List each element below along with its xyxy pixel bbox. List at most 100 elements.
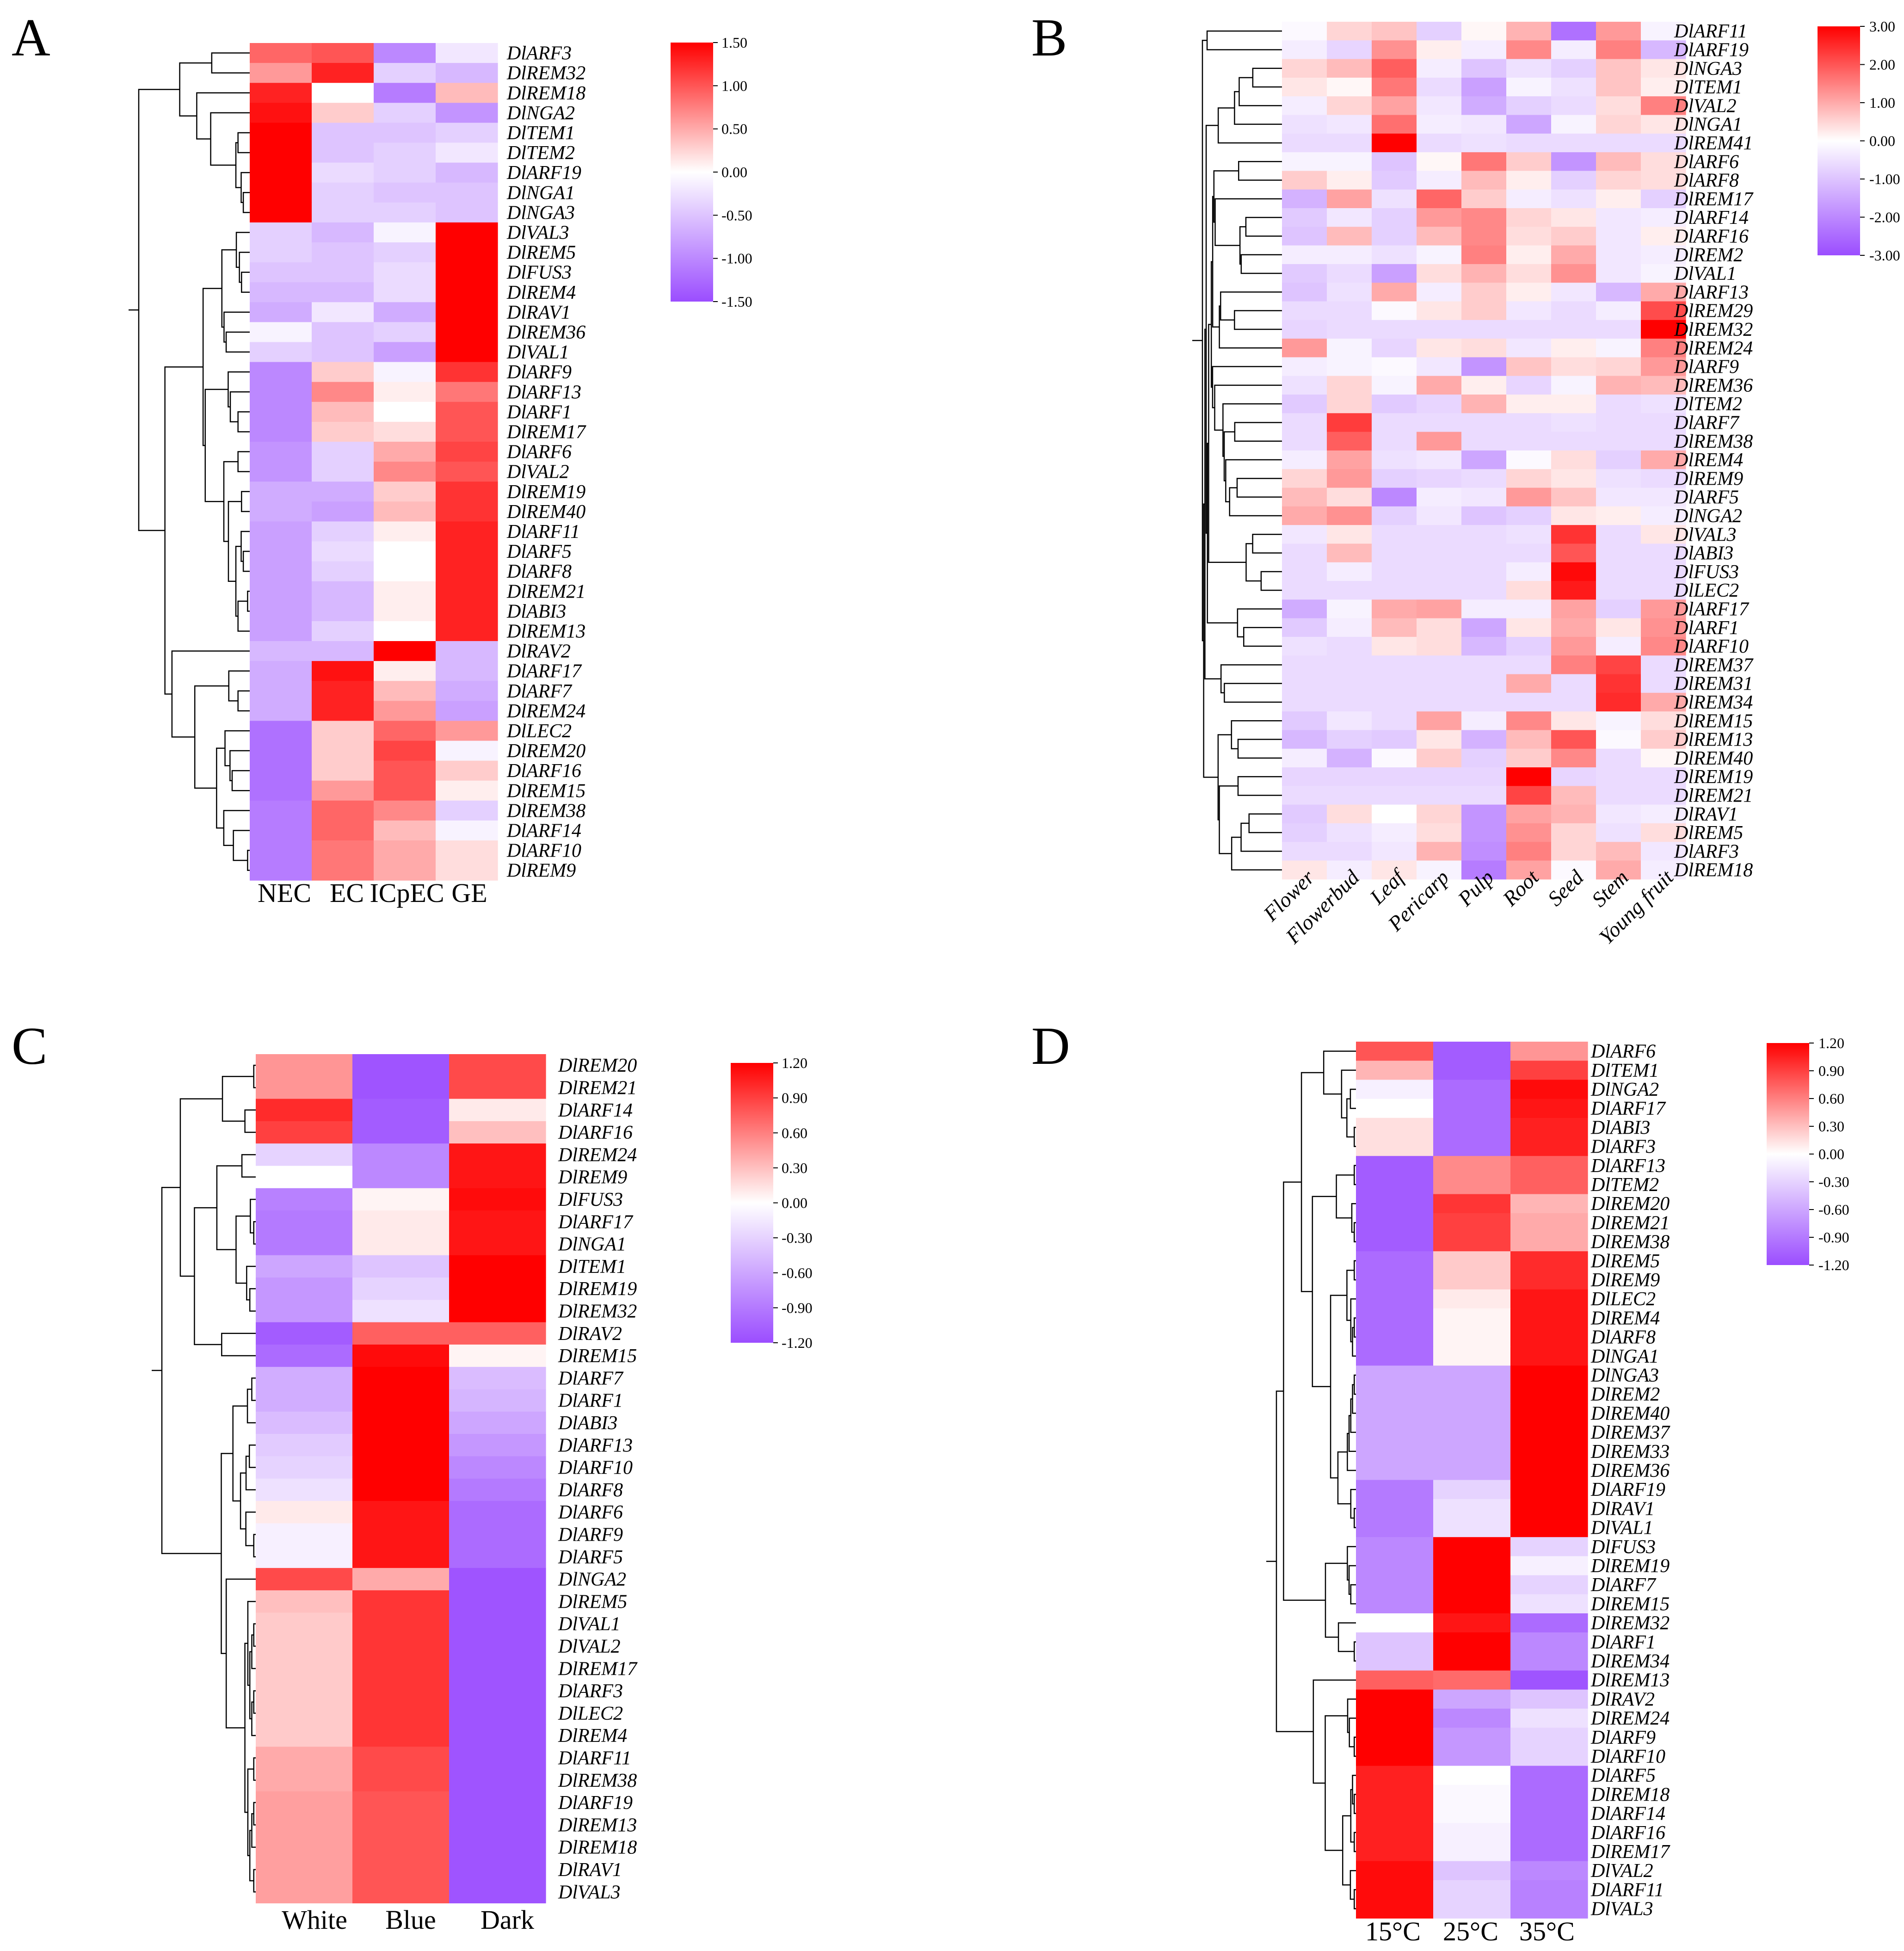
heatmap-cell	[374, 641, 436, 661]
heatmap-cell	[1356, 1651, 1434, 1671]
heatmap-cell	[1327, 562, 1372, 581]
row-label: DlARF9	[1674, 357, 1739, 378]
heatmap-cell	[1417, 395, 1462, 414]
row-label: DlARF10	[1590, 1746, 1665, 1767]
colorbar-tick-label: 1.20	[1818, 1035, 1844, 1051]
row-label: DlREM9	[506, 860, 576, 882]
heatmap-cell	[1433, 1842, 1511, 1862]
heatmap-cell	[1282, 133, 1327, 153]
heatmap-cell	[312, 661, 374, 681]
heatmap-cell	[1327, 804, 1372, 824]
row-label: DlREM19	[1590, 1556, 1670, 1577]
heatmap-cell	[449, 1501, 546, 1524]
heatmap-cell	[1641, 730, 1686, 749]
heatmap-cell	[250, 860, 312, 881]
colorbar-tick-label: 1.20	[782, 1055, 807, 1071]
heatmap-cell	[1596, 562, 1641, 581]
heatmap-cell	[1510, 1384, 1588, 1404]
heatmap-cell	[1433, 1861, 1511, 1881]
heatmap-cell	[1551, 413, 1596, 432]
heatmap-cell	[1327, 842, 1372, 861]
heatmap-cell	[1327, 301, 1372, 321]
row-label: DlTEM1	[506, 123, 575, 144]
heatmap-cell	[374, 521, 436, 542]
heatmap-cell	[1356, 1728, 1434, 1747]
row-label: DlARF1	[1590, 1632, 1656, 1653]
dendrogram-branch	[237, 132, 250, 154]
heatmap-cell	[1327, 786, 1372, 805]
heatmap-cell	[436, 401, 498, 422]
row-label: DlREM5	[506, 242, 576, 264]
heatmap-cell	[1596, 432, 1641, 451]
heatmap-cell	[1461, 599, 1507, 619]
heatmap-cell	[1356, 1213, 1434, 1233]
heatmap-cell	[1551, 227, 1596, 246]
row-label: DlARF5	[1590, 1765, 1656, 1786]
heatmap-cell	[312, 362, 374, 383]
heatmap-cell	[250, 302, 312, 322]
heatmap-cell	[352, 1054, 450, 1077]
heatmap-cell	[1433, 1613, 1511, 1633]
row-label: DlARF9	[1590, 1727, 1656, 1748]
heatmap-cell	[1372, 655, 1417, 675]
dendrogram-branch	[242, 192, 250, 213]
heatmap-cell	[1417, 562, 1462, 581]
heatmap-cell	[374, 83, 436, 103]
heatmap-cell	[449, 1143, 546, 1167]
heatmap-cell	[1417, 842, 1462, 861]
heatmap-cell	[1641, 152, 1686, 171]
heatmap-cell	[250, 421, 312, 442]
heatmap-cell	[1510, 1651, 1588, 1671]
heatmap-cell	[312, 462, 374, 482]
heatmap-cell	[250, 342, 312, 363]
row-label: DlVAL2	[558, 1636, 621, 1657]
heatmap-cell	[1641, 59, 1686, 78]
dendrogram-branch	[1214, 198, 1282, 246]
heatmap-cell	[250, 242, 312, 263]
row-label: DlRAV1	[1590, 1498, 1655, 1519]
heatmap-cell	[1417, 786, 1462, 805]
row-label: DlREM15	[558, 1346, 637, 1367]
heatmap-cell	[1510, 1175, 1588, 1195]
row-label: DlARF11	[558, 1747, 631, 1769]
heatmap-cell	[1596, 674, 1641, 693]
heatmap-cell	[250, 202, 312, 223]
colorbar-tick-label: -1.20	[1818, 1257, 1849, 1273]
heatmap-cell	[1372, 450, 1417, 469]
heatmap-cell	[1641, 208, 1686, 227]
heatmap-cell	[1641, 413, 1686, 432]
heatmap-cell	[1356, 1537, 1434, 1556]
heatmap-cell	[1596, 283, 1641, 302]
colorbar-tick-label: 0.00	[1818, 1146, 1844, 1162]
row-label: DlARF3	[1590, 1136, 1656, 1158]
heatmap-cell	[1596, 77, 1641, 97]
colorbar-tick-label: 0.00	[782, 1195, 807, 1211]
heatmap-cell	[1327, 208, 1372, 227]
heatmap-cell	[1506, 301, 1552, 321]
dendrogram-branch	[245, 1511, 256, 1546]
row-label: DlNGA1	[558, 1234, 626, 1255]
row-label: DlARF19	[558, 1792, 633, 1814]
heatmap-cell	[1596, 618, 1641, 637]
heatmap-cell	[1356, 1766, 1434, 1785]
colorbar-tick-label: -3.00	[1869, 247, 1900, 264]
heatmap-cell	[1551, 804, 1596, 824]
heatmap-cell	[436, 63, 498, 83]
heatmap-cell	[1506, 245, 1552, 265]
heatmap-cell	[1433, 1766, 1511, 1785]
heatmap-cell	[1433, 1747, 1511, 1766]
heatmap-cell	[1551, 488, 1596, 507]
heatmap-cell	[256, 1278, 353, 1300]
heatmap-cell	[250, 222, 312, 243]
row-label: DlNGA3	[1674, 58, 1742, 80]
heatmap-cell	[1596, 133, 1641, 153]
heatmap-cell	[1461, 860, 1507, 880]
row-label: DlARF19	[1590, 1479, 1665, 1500]
heatmap-cell	[250, 601, 312, 622]
heatmap-cell	[1551, 636, 1596, 656]
dendrogram-branch	[244, 1642, 248, 1813]
heatmap-cell	[374, 601, 436, 622]
row-label: DlARF14	[558, 1100, 633, 1121]
heatmap-cell	[1282, 208, 1327, 227]
row-label: DlREM18	[1590, 1784, 1670, 1805]
